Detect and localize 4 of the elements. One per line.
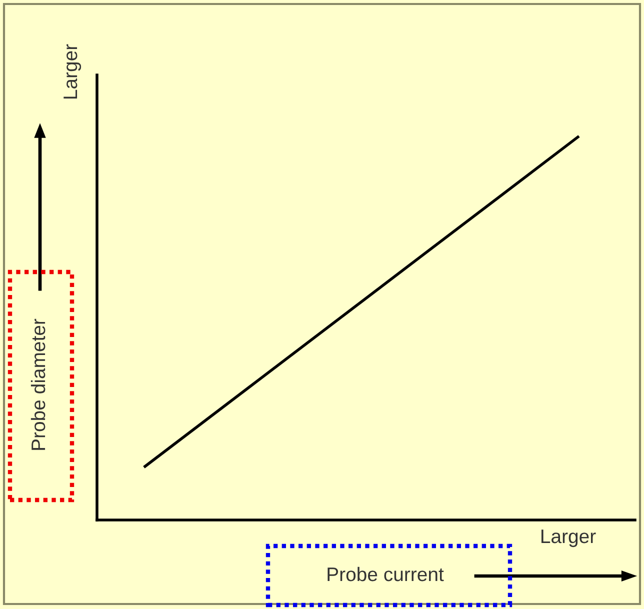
text: Larger — [541, 530, 596, 548]
y-axis-title: Probe diameter — [30, 318, 46, 450]
x-axis-title: Probe current — [328, 566, 444, 582]
text: Larger — [64, 44, 82, 99]
